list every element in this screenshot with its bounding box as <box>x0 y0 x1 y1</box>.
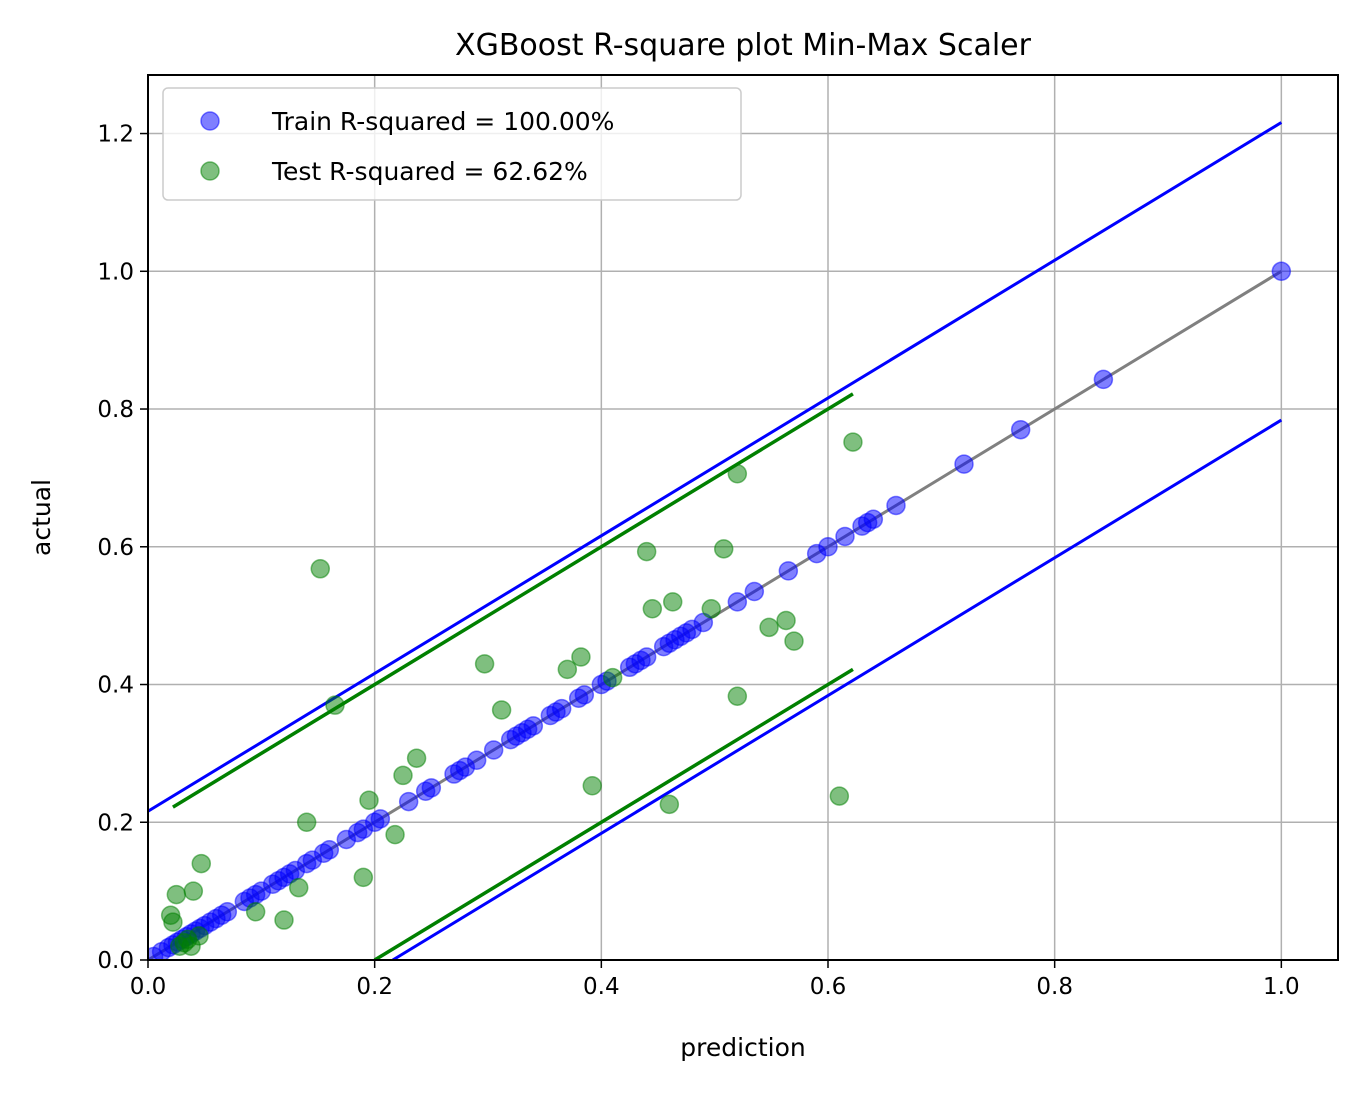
train-point <box>319 840 340 860</box>
test-point <box>385 824 405 845</box>
legend-marker-train <box>200 111 220 131</box>
y-tick-label: 0.2 <box>97 810 134 836</box>
test-point <box>582 776 603 796</box>
test-point <box>713 539 734 559</box>
test-point <box>602 667 623 688</box>
train-point <box>744 581 765 602</box>
legend-marker-test <box>200 161 220 181</box>
train-point <box>727 592 748 612</box>
train-point <box>636 647 657 667</box>
train-point <box>954 454 974 474</box>
test-point <box>245 902 266 922</box>
x-tick-label: 0.6 <box>810 974 847 1000</box>
test-point <box>701 599 722 619</box>
test-point <box>474 654 495 674</box>
x-tick-label: 0.4 <box>583 974 620 1000</box>
plot-frame <box>147 74 1339 961</box>
test-point <box>636 541 657 562</box>
test-point <box>759 617 779 638</box>
y-tick-label: 0.8 <box>97 397 134 423</box>
test-point <box>727 686 748 706</box>
test-point <box>183 881 204 901</box>
test-point <box>829 786 850 806</box>
axis-ticks: 0.0 0.2 0.4 0.6 0.8 1.0 0.0 0.2 0.4 0.6 0.8 1.0 1.2 <box>97 122 1299 1000</box>
legend: Train R-squared = 100.00% Test R-squared… <box>162 87 742 201</box>
legend-box <box>162 87 742 201</box>
test-point <box>288 877 309 898</box>
y-tick-label: 0.0 <box>97 948 134 974</box>
train-point <box>863 509 884 529</box>
train-point <box>466 750 487 771</box>
test-point <box>557 659 578 680</box>
train-point <box>835 526 855 547</box>
legend-label-train: Train R-squared = 100.00% <box>271 107 614 136</box>
train-point <box>1093 369 1114 390</box>
x-tick-label: 0.0 <box>130 974 167 1000</box>
train-point <box>818 537 838 557</box>
y-tick-label: 0.4 <box>97 673 134 699</box>
data-points <box>148 261 1292 960</box>
legend-label-test: Test R-squared = 62.62% <box>271 157 588 186</box>
x-tick-label: 0.8 <box>1036 974 1073 1000</box>
train-point <box>421 778 442 798</box>
test-point <box>166 884 187 905</box>
train-point <box>1010 419 1031 440</box>
test-point <box>191 853 212 874</box>
test-point <box>274 910 294 930</box>
test-point <box>784 631 804 651</box>
test-point <box>843 432 863 452</box>
test-upper-line <box>172 392 854 809</box>
test-point <box>163 912 183 932</box>
test-point <box>325 695 345 715</box>
train-point <box>217 902 238 922</box>
train-point <box>398 791 419 812</box>
test-point <box>296 812 317 833</box>
train-point <box>483 740 504 760</box>
y-tick-label: 0.6 <box>97 535 134 561</box>
test-point <box>310 559 331 579</box>
y-tick-label: 1.0 <box>97 259 134 285</box>
chart-title: XGBoost R-square plot Min-Max Scaler <box>455 28 1032 63</box>
train-point <box>523 716 544 736</box>
train-point <box>551 698 572 719</box>
x-tick-label: 0.2 <box>356 974 393 1000</box>
test-point <box>359 790 379 810</box>
x-tick-label: 1.0 <box>1263 974 1300 1000</box>
test-point <box>393 765 413 786</box>
test-point <box>662 592 683 612</box>
x-axis-label: prediction <box>680 1033 805 1062</box>
test-point <box>659 794 680 815</box>
train-point <box>886 495 906 516</box>
test-point <box>491 700 512 720</box>
grid-lines <box>147 75 1338 961</box>
test-point <box>406 748 427 768</box>
y-axis-label: actual <box>27 479 56 556</box>
train-point <box>778 561 799 581</box>
test-point <box>189 926 209 946</box>
train-point <box>1271 261 1292 282</box>
y-tick-label: 1.2 <box>97 122 134 148</box>
test-point <box>353 867 374 888</box>
test-point <box>727 464 748 484</box>
test-point <box>571 647 591 667</box>
train-lower-line <box>392 418 1283 960</box>
test-point <box>642 599 663 619</box>
test-point <box>776 610 796 631</box>
train-point <box>370 809 391 829</box>
train-point <box>574 685 595 705</box>
test-lower-line <box>373 667 854 960</box>
